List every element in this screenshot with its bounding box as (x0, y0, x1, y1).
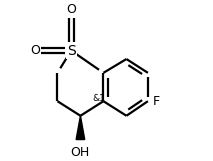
Text: O: O (30, 44, 40, 57)
Text: OH: OH (70, 146, 89, 159)
Text: S: S (67, 44, 76, 58)
Text: O: O (66, 3, 76, 16)
Polygon shape (76, 116, 85, 140)
Text: F: F (153, 95, 160, 108)
Text: &1: &1 (93, 94, 106, 103)
